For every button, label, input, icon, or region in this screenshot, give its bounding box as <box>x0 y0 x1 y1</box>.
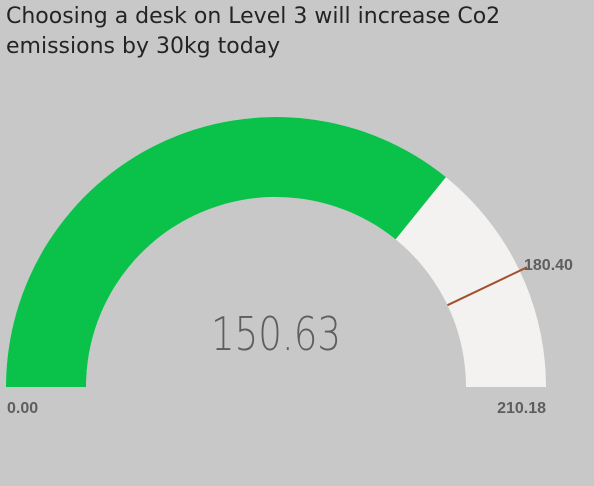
gauge-min-label: 0.00 <box>7 400 38 417</box>
gauge-value-label: 150.63 <box>211 307 341 361</box>
chart-title: Choosing a desk on Level 3 will increase… <box>6 4 501 59</box>
gauge-target-marker <box>447 266 528 307</box>
gauge-max-label: 210.18 <box>497 400 546 417</box>
gauge-target-label: 180.40 <box>524 257 573 274</box>
gauge-value-fill <box>6 116 446 387</box>
